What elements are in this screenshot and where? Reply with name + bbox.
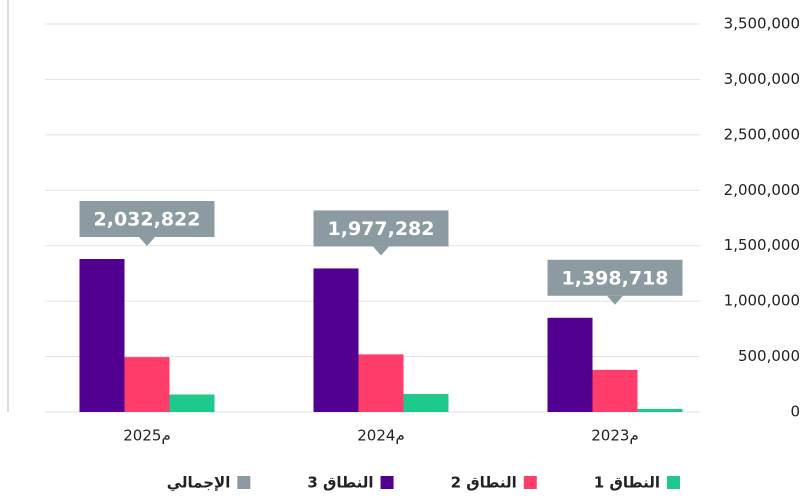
bar [79,259,125,412]
y-tick-label: 3,000,000 [724,70,800,88]
bar [124,357,170,412]
bar [358,354,404,412]
legend-swatch [380,476,394,489]
x-tick-label: 2024م [357,427,404,445]
legend-swatch [237,476,251,489]
y-tick-label: 2,500,000 [724,125,800,143]
callout-label: 1,398,718 [562,267,669,289]
callout-box [313,210,449,247]
y-tick-label: 3,500,000 [724,15,800,33]
x-tick-label: 2023م [591,427,638,445]
y-tick-label: 2,000,000 [724,181,800,199]
legend-label: النطاق 1 [594,474,660,492]
bar [637,408,683,412]
total-callout: 2,032,822 [79,201,215,247]
legend-swatch [523,476,537,489]
legend-label: الإجمالي [167,474,231,492]
callout-label: 2,032,822 [94,209,201,231]
y-tick-label: 1,000,000 [724,292,800,310]
y-tick-label: 0 [790,403,800,421]
callout-pointer [607,295,623,305]
callout-box [547,259,683,296]
y-tick-label: 500,000 [738,347,800,365]
bar [169,394,215,412]
bar [313,268,359,412]
callout-box [79,201,215,238]
x-tick-label: 2025م [123,427,170,445]
total-callout: 1,977,282 [313,210,449,256]
legend-swatch [667,476,680,489]
callout-label: 1,977,282 [328,218,435,240]
bar [403,394,449,412]
callout-pointer [139,237,155,247]
callout-pointer [373,246,389,256]
legend-label: النطاق 2 [451,474,517,492]
legend-label: النطاق 3 [307,474,373,492]
bar [592,369,638,412]
total-callout: 1,398,718 [547,259,683,305]
bar [547,317,593,412]
y-tick-label: 1,500,000 [724,236,800,254]
